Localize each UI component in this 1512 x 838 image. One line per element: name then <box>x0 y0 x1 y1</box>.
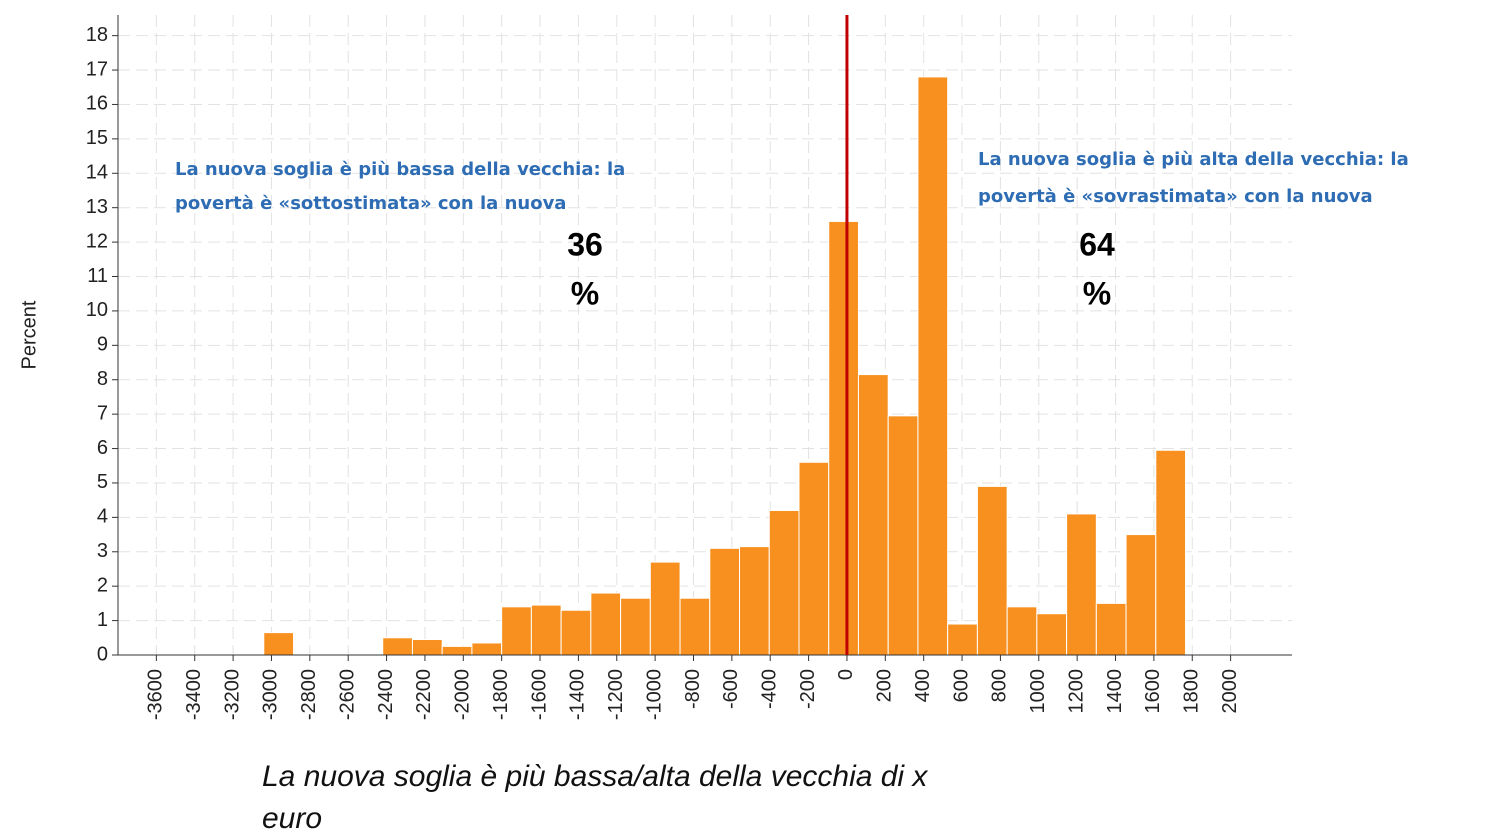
bar <box>501 606 532 656</box>
x-tick-label: 2000 <box>1219 669 1241 714</box>
bar <box>709 547 741 656</box>
x-tick-label: -800 <box>682 669 704 709</box>
x-tick-label: -2600 <box>336 669 358 720</box>
x-tick-label: -3200 <box>221 669 243 720</box>
x-tick-label: -2400 <box>375 669 397 720</box>
bar <box>1125 534 1157 656</box>
y-tick-label: 2 <box>97 574 108 596</box>
y-tick-label: 12 <box>86 230 108 252</box>
x-tick-label: 1400 <box>1104 669 1126 714</box>
y-tick-label: 1 <box>97 609 108 631</box>
bar <box>739 546 770 656</box>
bar <box>263 632 295 656</box>
x-axis-label: La nuova soglia è più bassa/alta della v… <box>262 760 928 793</box>
y-tick-label: 13 <box>86 196 108 218</box>
annotation: % <box>571 275 599 311</box>
y-tick-label: 8 <box>97 368 108 390</box>
x-tick-label: -400 <box>759 669 781 709</box>
x-tick-label: -2000 <box>452 669 474 720</box>
x-tick-label: 1600 <box>1142 669 1164 714</box>
x-tick-label: 600 <box>950 669 972 702</box>
annotation: La nuova soglia è più bassa della vecchi… <box>175 159 625 180</box>
x-tick-label: 1200 <box>1065 669 1087 714</box>
y-tick-label: 11 <box>87 265 108 287</box>
bar <box>441 645 473 656</box>
x-tick-label: 800 <box>989 669 1011 702</box>
x-tick-label: 1000 <box>1027 669 1049 714</box>
bar <box>411 639 443 656</box>
x-tick-label: -1400 <box>567 669 589 720</box>
y-tick-label: 9 <box>97 334 108 356</box>
annotation: La nuova soglia è più alta della vecchia… <box>978 149 1409 170</box>
bar <box>649 561 681 656</box>
y-tick-label: 6 <box>97 437 108 459</box>
x-tick-label: -200 <box>797 669 819 709</box>
annotation: povertà è «sovrastimata» con la nuova <box>978 186 1373 207</box>
y-tick-label: 16 <box>86 93 108 115</box>
y-tick-label: 14 <box>86 162 108 184</box>
bar <box>530 604 562 656</box>
x-tick-label: 0 <box>835 669 857 680</box>
y-tick-label: 4 <box>97 506 108 528</box>
x-tick-label: -3600 <box>145 669 167 720</box>
bar <box>887 415 919 656</box>
bar <box>1155 449 1187 656</box>
x-tick-label: -2800 <box>298 669 320 720</box>
bar <box>1066 513 1097 656</box>
x-tick-label: -2200 <box>413 669 435 720</box>
bar <box>471 642 503 656</box>
x-tick-label: -3400 <box>183 669 205 720</box>
bar <box>590 592 622 656</box>
bar <box>620 597 651 656</box>
bar <box>828 220 859 656</box>
y-tick-label: 18 <box>86 24 108 46</box>
bar <box>976 485 1008 656</box>
annotation: povertà è «sottostimata» con la nuova <box>175 193 566 214</box>
annotation: 64 <box>1079 226 1115 262</box>
x-tick-label: -1800 <box>490 669 512 720</box>
x-tick-label: -1200 <box>605 669 627 720</box>
bar <box>560 609 592 656</box>
x-tick-label: -1600 <box>528 669 550 720</box>
bar <box>947 623 978 656</box>
x-tick-label: -3000 <box>260 669 282 720</box>
bar <box>1006 606 1038 656</box>
x-tick-label: 400 <box>912 669 934 702</box>
bar <box>1095 602 1127 656</box>
y-tick-label: 7 <box>97 402 108 424</box>
x-tick-label: 1800 <box>1181 669 1203 714</box>
x-axis-label: euro <box>262 802 322 835</box>
x-tick-label: -600 <box>720 669 742 709</box>
bar <box>857 374 889 656</box>
y-tick-label: 15 <box>86 127 108 149</box>
y-tick-label: 3 <box>97 540 108 562</box>
bar <box>382 637 413 656</box>
bar <box>917 76 949 656</box>
y-axis-label: Percent <box>18 300 40 369</box>
y-tick-label: 0 <box>97 643 108 665</box>
y-tick-label: 5 <box>97 471 108 493</box>
annotation: % <box>1083 275 1111 311</box>
bar <box>679 597 711 656</box>
bar <box>1036 613 1068 656</box>
annotation: 36 <box>567 226 603 262</box>
bar <box>768 509 800 656</box>
y-tick-label: 10 <box>86 299 108 321</box>
x-tick-label: -1000 <box>643 669 665 720</box>
bar <box>798 461 830 656</box>
x-tick-label: 200 <box>874 669 896 702</box>
y-tick-label: 17 <box>86 58 108 80</box>
